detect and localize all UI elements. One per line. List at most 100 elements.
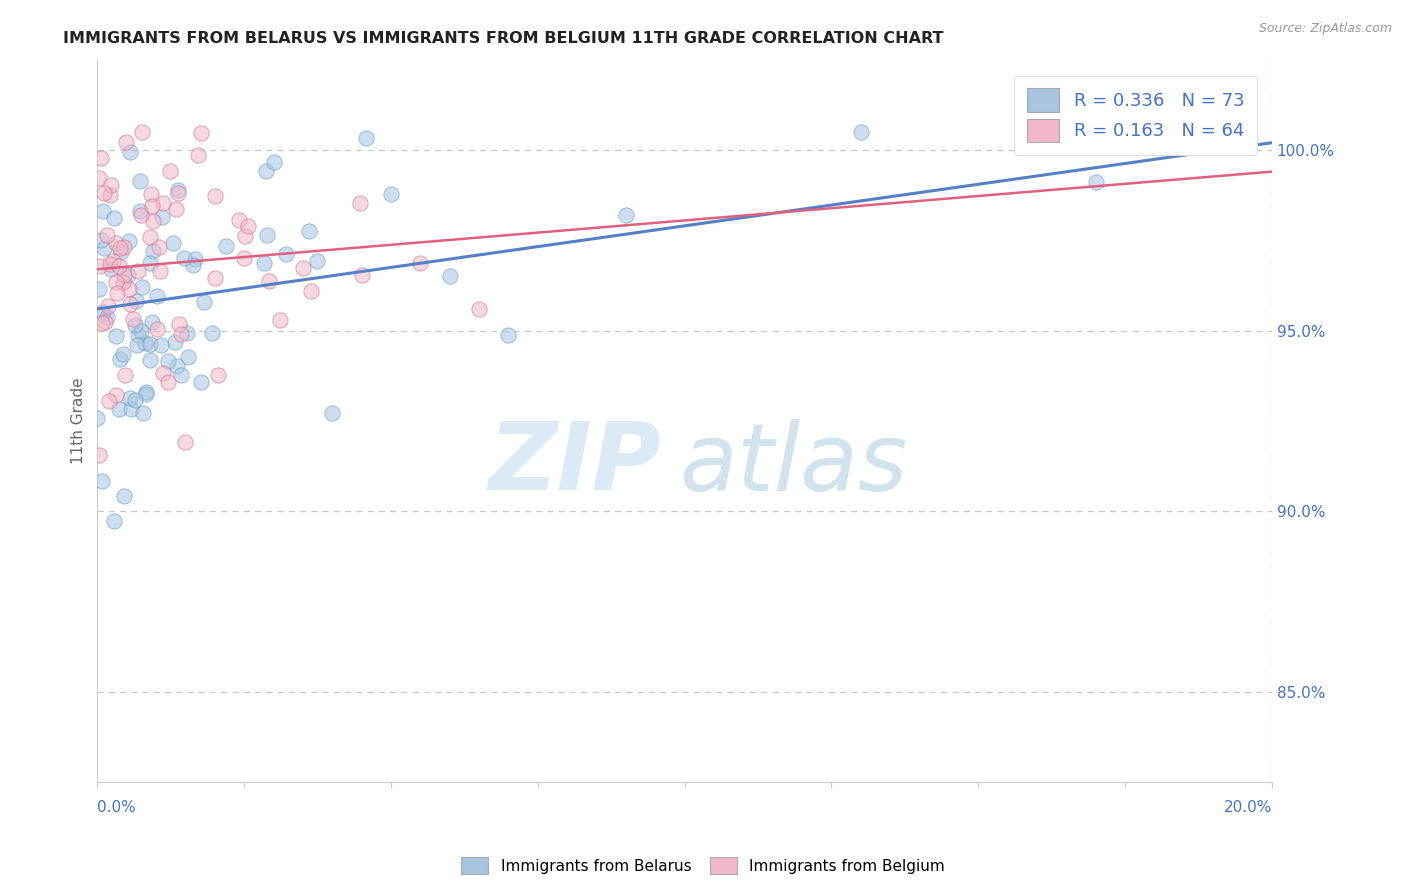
Point [131,279,153,293]
Point [150,210,173,224]
Point [120,145,142,159]
Point [89,171,111,186]
Point [165,202,187,217]
Point [112,489,135,503]
Point [131,125,153,139]
Point [138,336,160,351]
Point [112,239,135,253]
Point [257,274,280,288]
Point [204,188,226,202]
Point [108,352,131,367]
Point [86,410,108,425]
Point [105,275,128,289]
Point [94,315,117,329]
Point [118,391,141,405]
Point [124,393,146,408]
Point [118,296,141,310]
Point [233,251,256,265]
Point [152,366,174,380]
Point [439,268,461,283]
Text: 0.0%: 0.0% [97,800,136,815]
Point [90,317,112,331]
Point [201,326,224,341]
Point [128,174,150,188]
Point [138,256,160,270]
Point [269,313,291,327]
Y-axis label: 11th Grade: 11th Grade [72,377,86,465]
Point [98,187,121,202]
Point [138,353,160,368]
Point [177,350,200,364]
Point [190,376,212,390]
Point [356,131,378,145]
Point [89,259,111,273]
Point [228,213,250,227]
Point [149,263,172,277]
Point [110,244,132,259]
Point [98,393,121,408]
Point [204,271,226,285]
Point [162,235,184,250]
Text: 20.0%: 20.0% [1223,800,1272,815]
Point [350,268,373,283]
Point [190,126,212,140]
Point [176,326,198,341]
Point [127,264,149,278]
Point [256,228,278,243]
Point [166,186,188,200]
Point [127,327,149,342]
Point [96,228,118,243]
Point [148,239,170,253]
Point [233,228,256,243]
Point [90,152,112,166]
Point [129,324,152,338]
Point [498,328,520,343]
Point [614,208,637,222]
Point [139,187,162,202]
Point [93,241,115,255]
Point [380,186,402,201]
Point [142,244,165,258]
Point [193,294,215,309]
Point [184,252,207,266]
Point [112,275,135,289]
Point [170,326,193,341]
Point [159,164,181,178]
Point [108,259,131,273]
Point [214,239,236,253]
Point [167,317,190,331]
Point [132,406,155,420]
Point [117,268,139,282]
Point [129,208,152,222]
Point [141,315,163,329]
Point [96,310,118,324]
Point [100,178,122,192]
Point [103,514,125,528]
Point [142,213,165,227]
Point [146,322,169,336]
Point [274,247,297,261]
Point [118,282,141,296]
Point [124,318,146,332]
Point [166,359,188,373]
Text: ZIP: ZIP [488,418,661,510]
Point [112,347,135,361]
Point [108,401,131,416]
Point [298,224,321,238]
Point [103,211,125,226]
Point [120,402,142,417]
Point [349,196,371,211]
Point [263,155,285,169]
Point [114,135,136,149]
Point [254,164,277,178]
Text: Source: ZipAtlas.com: Source: ZipAtlas.com [1258,22,1392,36]
Point [321,406,343,420]
Point [157,353,180,368]
Point [146,288,169,302]
Point [135,384,157,399]
Point [468,301,491,316]
Point [236,219,259,234]
Point [100,261,122,276]
Point [89,281,111,295]
Point [181,258,204,272]
